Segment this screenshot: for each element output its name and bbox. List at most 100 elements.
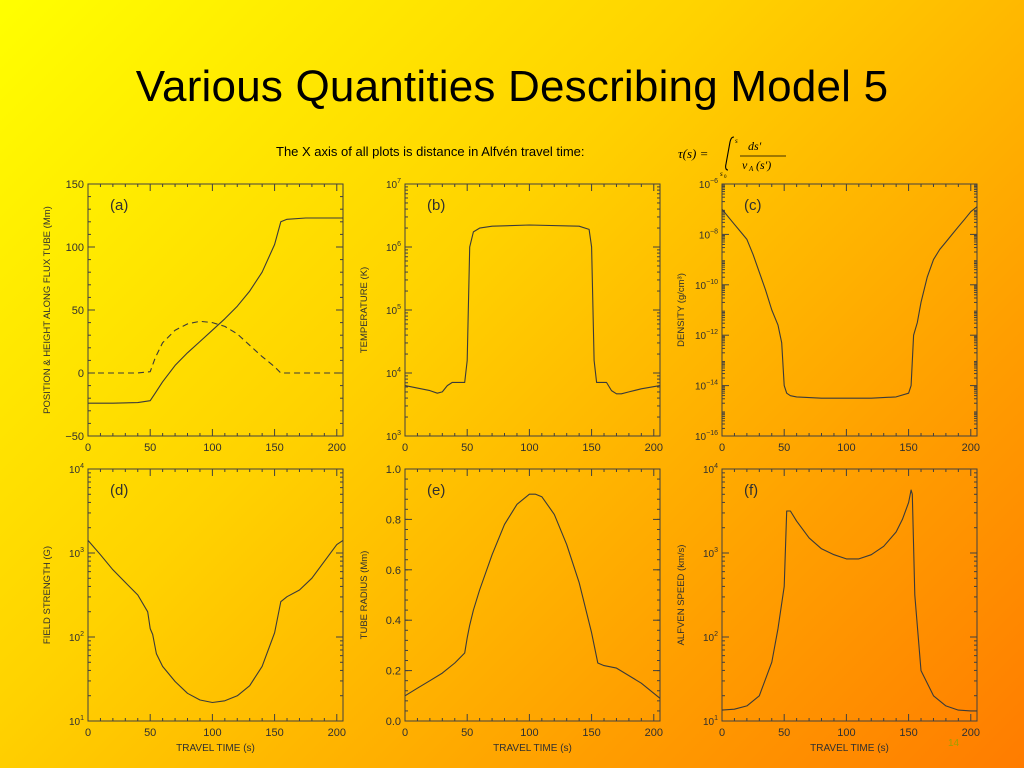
x-tick-label: 0: [719, 442, 725, 454]
y-tick-label: 104: [386, 367, 401, 380]
plot-frame: [404, 183, 661, 437]
y-tick-exponent: −10: [706, 279, 718, 286]
y-tick-label: 0.0: [386, 716, 401, 728]
subtitle: The X axis of all plots is distance in A…: [276, 144, 585, 159]
y-tick-base: 10: [703, 549, 715, 560]
x-axis-label: TRAVEL TIME (s): [810, 743, 889, 754]
x-tick-label: 150: [265, 442, 283, 454]
y-tick-base: 10: [69, 633, 81, 644]
y-tick-label: 150: [66, 179, 84, 191]
y-tick-exponent: 2: [714, 631, 718, 638]
slide-title: Various Quantities Describing Model 5: [135, 62, 889, 111]
panel-label: (c): [744, 197, 762, 214]
y-tick-base: 10: [695, 382, 707, 393]
x-tick-label: 100: [837, 442, 855, 454]
panel-label: (b): [427, 197, 445, 214]
x-axis-label: TRAVEL TIME (s): [176, 743, 255, 754]
x-tick-label: 200: [962, 727, 980, 739]
y-tick-exponent: 1: [714, 715, 718, 722]
y-tick-base: 10: [386, 432, 398, 443]
series-line-data: [721, 489, 977, 712]
y-tick-label: 102: [69, 631, 84, 644]
y-tick-exponent: 7: [397, 178, 401, 185]
x-tick-label: 100: [837, 727, 855, 739]
x-tick-label: 200: [645, 727, 663, 739]
y-tick-base: 10: [703, 717, 715, 728]
y-tick-label: 0: [78, 368, 84, 380]
y-tick-exponent: −16: [706, 430, 718, 437]
x-tick-label: 50: [144, 727, 156, 739]
y-tick-label: 10−14: [695, 380, 718, 393]
chart-panel-c: 0 50 100 150 20010−1610−1410−1210−1010−810−6…: [676, 178, 980, 454]
y-tick-label: 104: [703, 463, 718, 476]
series-line-data: [404, 224, 661, 395]
y-tick-exponent: 2: [80, 631, 84, 638]
x-tick-label: 150: [582, 727, 600, 739]
y-tick-label: 101: [703, 715, 718, 728]
x-tick-label: 50: [778, 442, 790, 454]
y-tick-base: 10: [386, 180, 398, 191]
x-tick-label: 150: [265, 727, 283, 739]
y-tick-exponent: 1: [80, 715, 84, 722]
formula-denominator-arg: (s′): [756, 158, 771, 172]
y-tick-label: 50: [72, 305, 84, 317]
plot-frame: [404, 468, 661, 722]
y-axis-label: FIELD STRENGTH (G): [42, 546, 53, 644]
y-tick-base: 10: [69, 465, 81, 476]
y-tick-label: −50: [65, 431, 84, 443]
y-tick-label: 0.2: [386, 666, 401, 678]
y-tick-exponent: −12: [706, 329, 718, 336]
y-axis-label: POSITION & HEIGHT ALONG FLUX TUBE (Mm): [42, 206, 53, 414]
panel-label: (a): [110, 197, 128, 214]
y-tick-base: 10: [703, 633, 715, 644]
y-tick-base: 10: [699, 230, 711, 241]
series-line-position: [88, 217, 343, 404]
formula-denominator: v: [742, 158, 748, 172]
y-tick-exponent: 3: [80, 547, 84, 554]
x-tick-label: 0: [402, 727, 408, 739]
panel-label: (d): [110, 482, 128, 499]
x-tick-label: 50: [461, 727, 473, 739]
y-tick-exponent: 5: [397, 304, 401, 311]
y-tick-label: 0.8: [386, 514, 401, 526]
panel-label: (f): [744, 482, 758, 499]
formula-denominator-sub: A: [748, 165, 754, 173]
page-number: 14: [948, 738, 960, 749]
chart-panel-b: 0 50 100 150 200103104105106107(b)TEMPERATUR…: [359, 178, 663, 454]
plot-frame: [87, 468, 344, 722]
y-tick-base: 10: [695, 281, 707, 292]
integral-upper-limit: s: [735, 137, 738, 145]
panel-label: (e): [427, 482, 445, 499]
plot-frame: [721, 468, 978, 722]
y-tick-base: 10: [695, 432, 707, 443]
y-tick-label: 10−16: [695, 430, 718, 443]
series-line-data: [404, 493, 661, 699]
y-tick-label: 106: [386, 241, 401, 254]
integral-lower-sub: 0: [724, 175, 727, 180]
x-tick-label: 100: [203, 727, 221, 739]
y-tick-label: 107: [386, 178, 401, 191]
integral-lower-limit: s: [720, 170, 723, 178]
y-tick-label: 1.0: [386, 464, 401, 476]
y-tick-label: 101: [69, 715, 84, 728]
y-tick-exponent: −6: [710, 178, 718, 185]
x-tick-label: 0: [402, 442, 408, 454]
x-tick-label: 100: [520, 442, 538, 454]
series-line-height: [88, 320, 343, 374]
y-tick-base: 10: [69, 549, 81, 560]
x-tick-label: 150: [582, 442, 600, 454]
series-line-data: [87, 539, 344, 704]
y-tick-base: 10: [699, 180, 711, 191]
x-tick-label: 150: [899, 442, 917, 454]
y-tick-label: 0.6: [386, 565, 401, 577]
y-tick-exponent: 3: [714, 547, 718, 554]
y-tick-base: 10: [69, 717, 81, 728]
x-tick-label: 200: [645, 442, 663, 454]
y-axis-label: DENSITY (g/cm³): [676, 273, 687, 347]
y-tick-base: 10: [695, 331, 707, 342]
x-tick-label: 0: [85, 442, 91, 454]
y-axis-label: TEMPERATURE (K): [359, 267, 370, 353]
y-tick-label: 10−12: [695, 329, 718, 342]
